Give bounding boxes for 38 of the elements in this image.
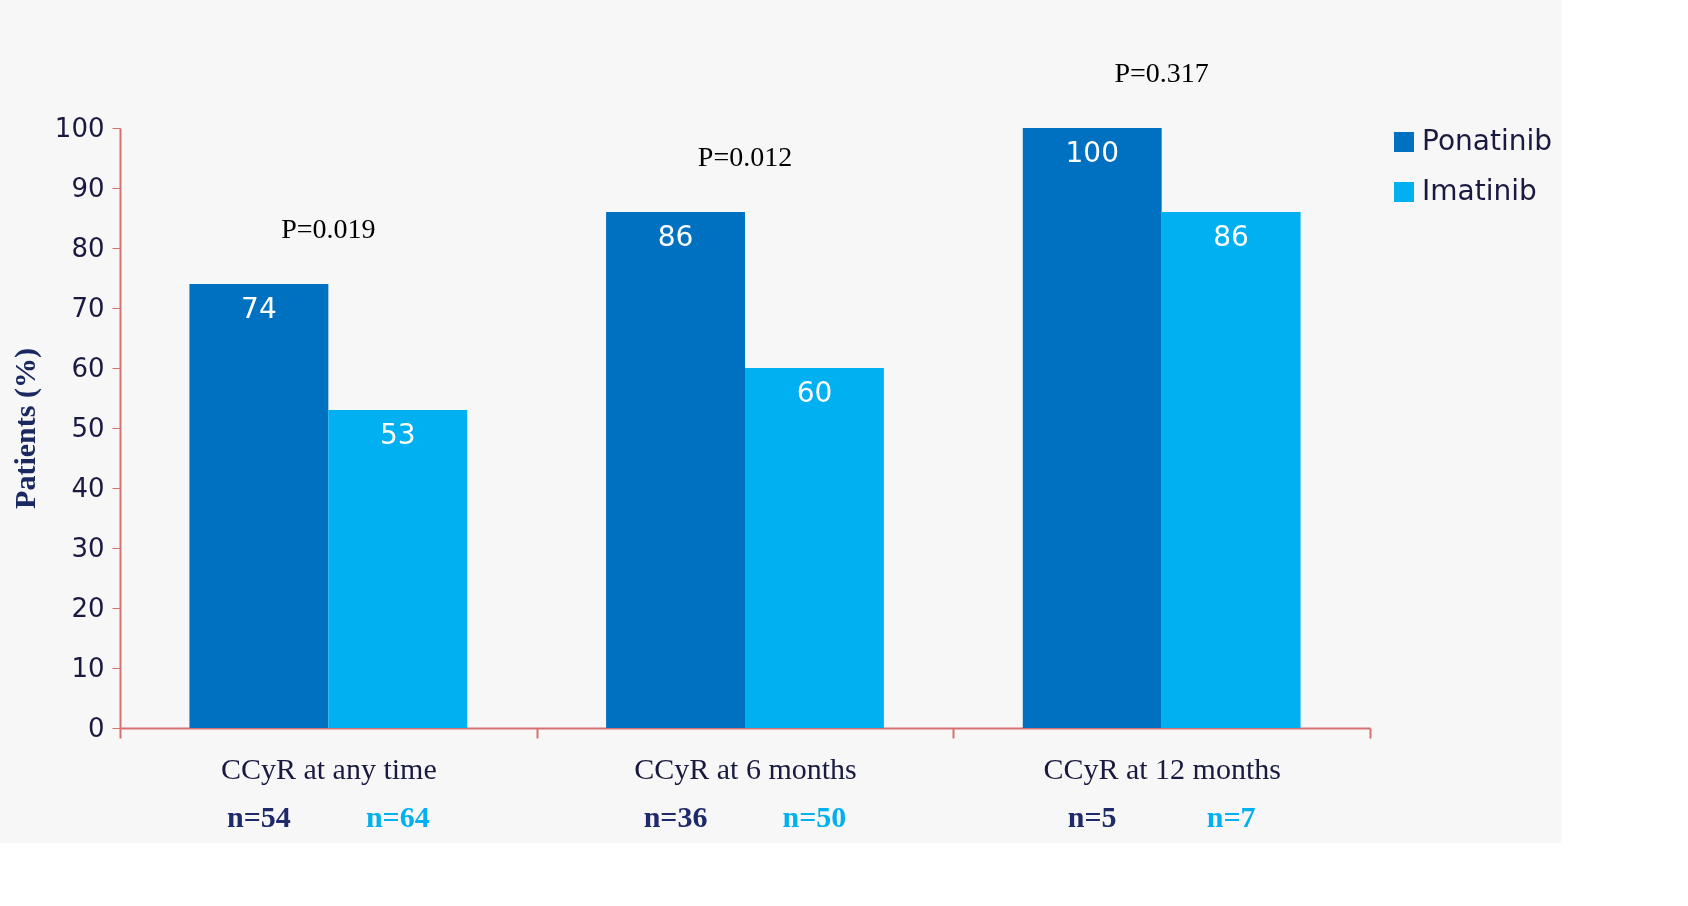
- y-tick-label: 30: [71, 532, 105, 563]
- text: n=54: [227, 800, 291, 833]
- legend-label: Ponatinib: [1422, 124, 1552, 157]
- text: n=64: [365, 800, 430, 833]
- y-tick-label: 70: [71, 292, 105, 323]
- y-tick-label: 20: [71, 592, 105, 623]
- x-tick-label: CCyR at 6 months: [634, 751, 857, 785]
- data-label: 60: [796, 376, 833, 409]
- y-tick-label: 90: [71, 172, 105, 203]
- bar: [745, 368, 884, 728]
- data-label: 53: [379, 418, 416, 451]
- y-tick-label: 10: [71, 652, 105, 683]
- x-tick-label: CCyR at any time: [220, 751, 437, 785]
- y-tick-label: 0: [87, 712, 105, 743]
- bar: [1022, 128, 1162, 728]
- y-tick-label: 80: [71, 232, 105, 263]
- annotation: P=0.012: [697, 141, 793, 172]
- annotation: P=0.019: [281, 213, 376, 244]
- text: n=36: [643, 800, 708, 833]
- y-tick-label: 100: [54, 112, 105, 143]
- text: n=5: [1067, 800, 1117, 833]
- legend-label: Imatinib: [1422, 174, 1537, 207]
- text: P=0.317: [1114, 57, 1209, 88]
- bar: [1161, 212, 1301, 728]
- data-label: 74: [241, 292, 277, 325]
- bar: [328, 410, 468, 728]
- y-tick-label: 50: [71, 412, 105, 443]
- bar: [606, 212, 745, 728]
- data-label: 86: [1213, 220, 1249, 253]
- y-axis-title: Patients (%): [7, 348, 42, 509]
- x-tick-label: CCyR at 12 months: [1043, 751, 1281, 785]
- data-label: 86: [657, 220, 694, 253]
- text: n=50: [782, 800, 847, 833]
- text: n=7: [1206, 800, 1256, 833]
- y-tick-label: 40: [71, 472, 105, 503]
- bar: [189, 284, 329, 728]
- y-tick-label: 60: [71, 352, 105, 383]
- data-label: 100: [1065, 136, 1119, 169]
